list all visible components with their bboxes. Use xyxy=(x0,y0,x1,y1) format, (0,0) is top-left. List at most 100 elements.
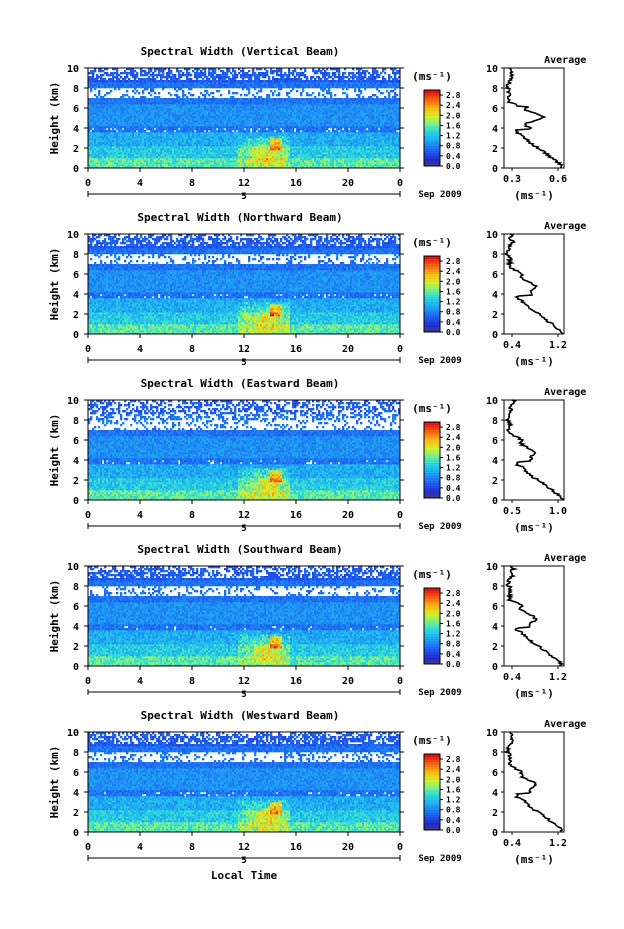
colorbar-segment xyxy=(424,468,440,471)
colorbar-segment xyxy=(424,820,440,823)
colorbar-segment xyxy=(424,297,440,300)
month-label: Sep 2009 xyxy=(418,688,461,698)
panel-1: Spectral Width (Vertical Beam)0246810Hei… xyxy=(48,45,586,202)
heatmap xyxy=(88,732,400,832)
profile-unit: (ms⁻¹) xyxy=(514,355,554,368)
date-label: 5 xyxy=(241,192,246,202)
colorbar-segment xyxy=(424,98,440,101)
y-tick-label: 0 xyxy=(73,662,79,673)
colorbar-segment xyxy=(424,651,440,654)
colorbar-segment xyxy=(424,598,440,601)
colorbar-segment xyxy=(424,103,440,106)
colorbar-segment xyxy=(424,279,440,282)
profile-y-tick-label: 8 xyxy=(492,582,498,593)
profile-y-tick-label: 4 xyxy=(492,622,498,633)
colorbar-tick-label: 1.6 xyxy=(446,619,461,628)
colorbar-segment xyxy=(424,659,440,662)
panel-title: Spectral Width (Northward Beam) xyxy=(137,211,342,224)
y-tick-label: 10 xyxy=(67,64,79,75)
colorbar-unit: (ms⁻¹) xyxy=(412,402,452,415)
colorbar-segment xyxy=(424,314,440,317)
y-tick-label: 6 xyxy=(73,104,79,115)
colorbar-segment xyxy=(424,772,440,775)
colorbar-segment xyxy=(424,488,440,491)
y-tick-label: 0 xyxy=(73,330,79,341)
x-tick-label: 20 xyxy=(342,676,354,687)
profile-x-tick-label: 1.2 xyxy=(549,340,567,351)
colorbar-segment xyxy=(424,95,440,98)
colorbar-tick-label: 2.4 xyxy=(446,267,461,276)
colorbar-segment xyxy=(424,757,440,760)
colorbar-segment xyxy=(424,161,440,164)
colorbar-segment xyxy=(424,100,440,103)
colorbar-tick-label: 0.8 xyxy=(446,806,461,815)
profile-y-tick-label: 4 xyxy=(492,456,498,467)
colorbar-segment xyxy=(424,266,440,269)
y-tick-label: 2 xyxy=(73,808,79,819)
colorbar-segment xyxy=(424,302,440,305)
colorbar-segment xyxy=(424,649,440,652)
colorbar-segment xyxy=(424,440,440,443)
profile-y-tick-label: 2 xyxy=(492,476,498,487)
colorbar-segment xyxy=(424,445,440,448)
colorbar-segment xyxy=(424,805,440,808)
colorbar-tick-label: 0.0 xyxy=(446,328,461,337)
colorbar-segment xyxy=(424,264,440,267)
colorbar-segment xyxy=(424,427,440,430)
colorbar-segment xyxy=(424,490,440,493)
x-tick-label: 16 xyxy=(290,178,302,189)
profile-y-tick-label: 10 xyxy=(486,230,498,241)
x-tick-label: 4 xyxy=(137,344,143,355)
x-tick-label: 0 xyxy=(397,344,403,355)
colorbar-segment xyxy=(424,317,440,320)
colorbar-segment xyxy=(424,807,440,810)
colorbar-tick-label: 2.4 xyxy=(446,101,461,110)
colorbar-segment xyxy=(424,151,440,154)
y-tick-label: 0 xyxy=(73,828,79,839)
y-tick-label: 0 xyxy=(73,164,79,175)
colorbar-segment xyxy=(424,475,440,478)
profile-y-tick-label: 6 xyxy=(492,104,498,115)
colorbar-tick-label: 2.8 xyxy=(446,91,461,100)
date-label: 5 xyxy=(241,524,246,534)
colorbar-tick-label: 2.0 xyxy=(446,111,461,120)
profile-y-tick-label: 0 xyxy=(492,164,498,175)
colorbar-segment xyxy=(424,465,440,468)
y-tick-label: 10 xyxy=(67,728,79,739)
colorbar-segment xyxy=(424,777,440,780)
colorbar-segment xyxy=(424,327,440,330)
colorbar-segment xyxy=(424,822,440,825)
profile-y-tick-label: 10 xyxy=(486,396,498,407)
colorbar-segment xyxy=(424,286,440,289)
profile-frame xyxy=(504,400,564,500)
x-tick-label: 20 xyxy=(342,344,354,355)
colorbar-segment xyxy=(424,817,440,820)
colorbar-tick-label: 2.4 xyxy=(446,599,461,608)
profile-unit: (ms⁻¹) xyxy=(514,687,554,700)
colorbar-segment xyxy=(424,457,440,460)
colorbar-segment xyxy=(424,108,440,111)
y-tick-label: 6 xyxy=(73,436,79,447)
colorbar-tick-label: 0.8 xyxy=(446,640,461,649)
colorbar-segment xyxy=(424,787,440,790)
colorbar-segment xyxy=(424,601,440,604)
colorbar-segment xyxy=(424,156,440,159)
colorbar-tick-label: 2.0 xyxy=(446,775,461,784)
colorbar-tick-label: 0.8 xyxy=(446,142,461,151)
colorbar-segment xyxy=(424,115,440,118)
colorbar-tick-label: 2.8 xyxy=(446,755,461,764)
profile-y-tick-label: 10 xyxy=(486,64,498,75)
colorbar-segment xyxy=(424,483,440,486)
colorbar-tick-label: 2.0 xyxy=(446,609,461,618)
colorbar-segment xyxy=(424,271,440,274)
colorbar-segment xyxy=(424,291,440,294)
colorbar-segment xyxy=(424,606,440,609)
x-tick-label: 20 xyxy=(342,842,354,853)
colorbar-segment xyxy=(424,452,440,455)
colorbar-segment xyxy=(424,797,440,800)
x-tick-label: 8 xyxy=(189,510,195,521)
colorbar-tick-label: 2.4 xyxy=(446,765,461,774)
x-tick-label: 0 xyxy=(85,842,91,853)
colorbar-segment xyxy=(424,644,440,647)
colorbar-tick-label: 0.8 xyxy=(446,474,461,483)
